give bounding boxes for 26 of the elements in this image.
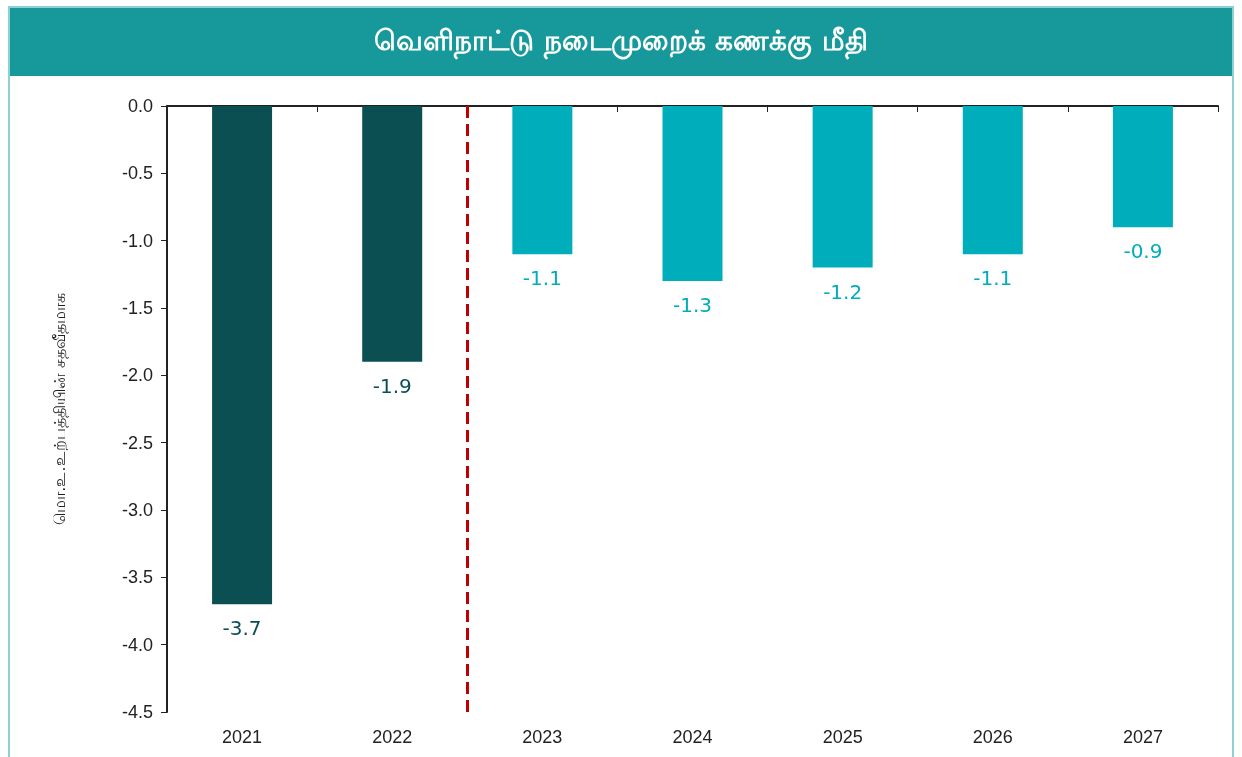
data-label: -1.1 bbox=[973, 266, 1013, 291]
y-tick-label: -1.0 bbox=[121, 230, 153, 251]
y-tick-label: -3.0 bbox=[121, 500, 153, 520]
y-axis-title: மொ.உ.உற்பத்தியின் சதவீதமாக bbox=[49, 293, 69, 525]
x-tick-label: 2021 bbox=[222, 727, 263, 747]
y-tick-label: -1.5 bbox=[121, 298, 153, 318]
data-label: -1.1 bbox=[522, 266, 562, 291]
y-tick-label: -4.0 bbox=[121, 634, 153, 655]
x-tick-label: 2026 bbox=[972, 727, 1013, 747]
data-label: -0.9 bbox=[1123, 239, 1163, 264]
x-tick-label: 2023 bbox=[522, 727, 563, 747]
y-tick-label: -2.0 bbox=[121, 365, 153, 386]
y-tick-label: -0.5 bbox=[121, 163, 153, 184]
x-tick-label: 2022 bbox=[372, 727, 413, 747]
chart-title: வெளிநாட்டு நடைமுறைக் கணக்கு மீதி bbox=[10, 8, 1232, 76]
y-tick-label: -4.5 bbox=[121, 702, 153, 722]
data-label: -1.2 bbox=[823, 279, 863, 304]
x-tick-label: 2025 bbox=[822, 727, 863, 747]
data-label: -1.9 bbox=[372, 373, 412, 398]
x-tick-label: 2024 bbox=[672, 727, 713, 747]
data-label: -1.3 bbox=[672, 293, 713, 318]
data-label: -3.7 bbox=[222, 616, 262, 641]
y-tick-label: 0.0 bbox=[127, 96, 153, 116]
x-tick-label: 2027 bbox=[1122, 727, 1163, 747]
y-tick-label: -3.5 bbox=[121, 567, 153, 588]
y-tick-label: -2.5 bbox=[121, 432, 153, 453]
